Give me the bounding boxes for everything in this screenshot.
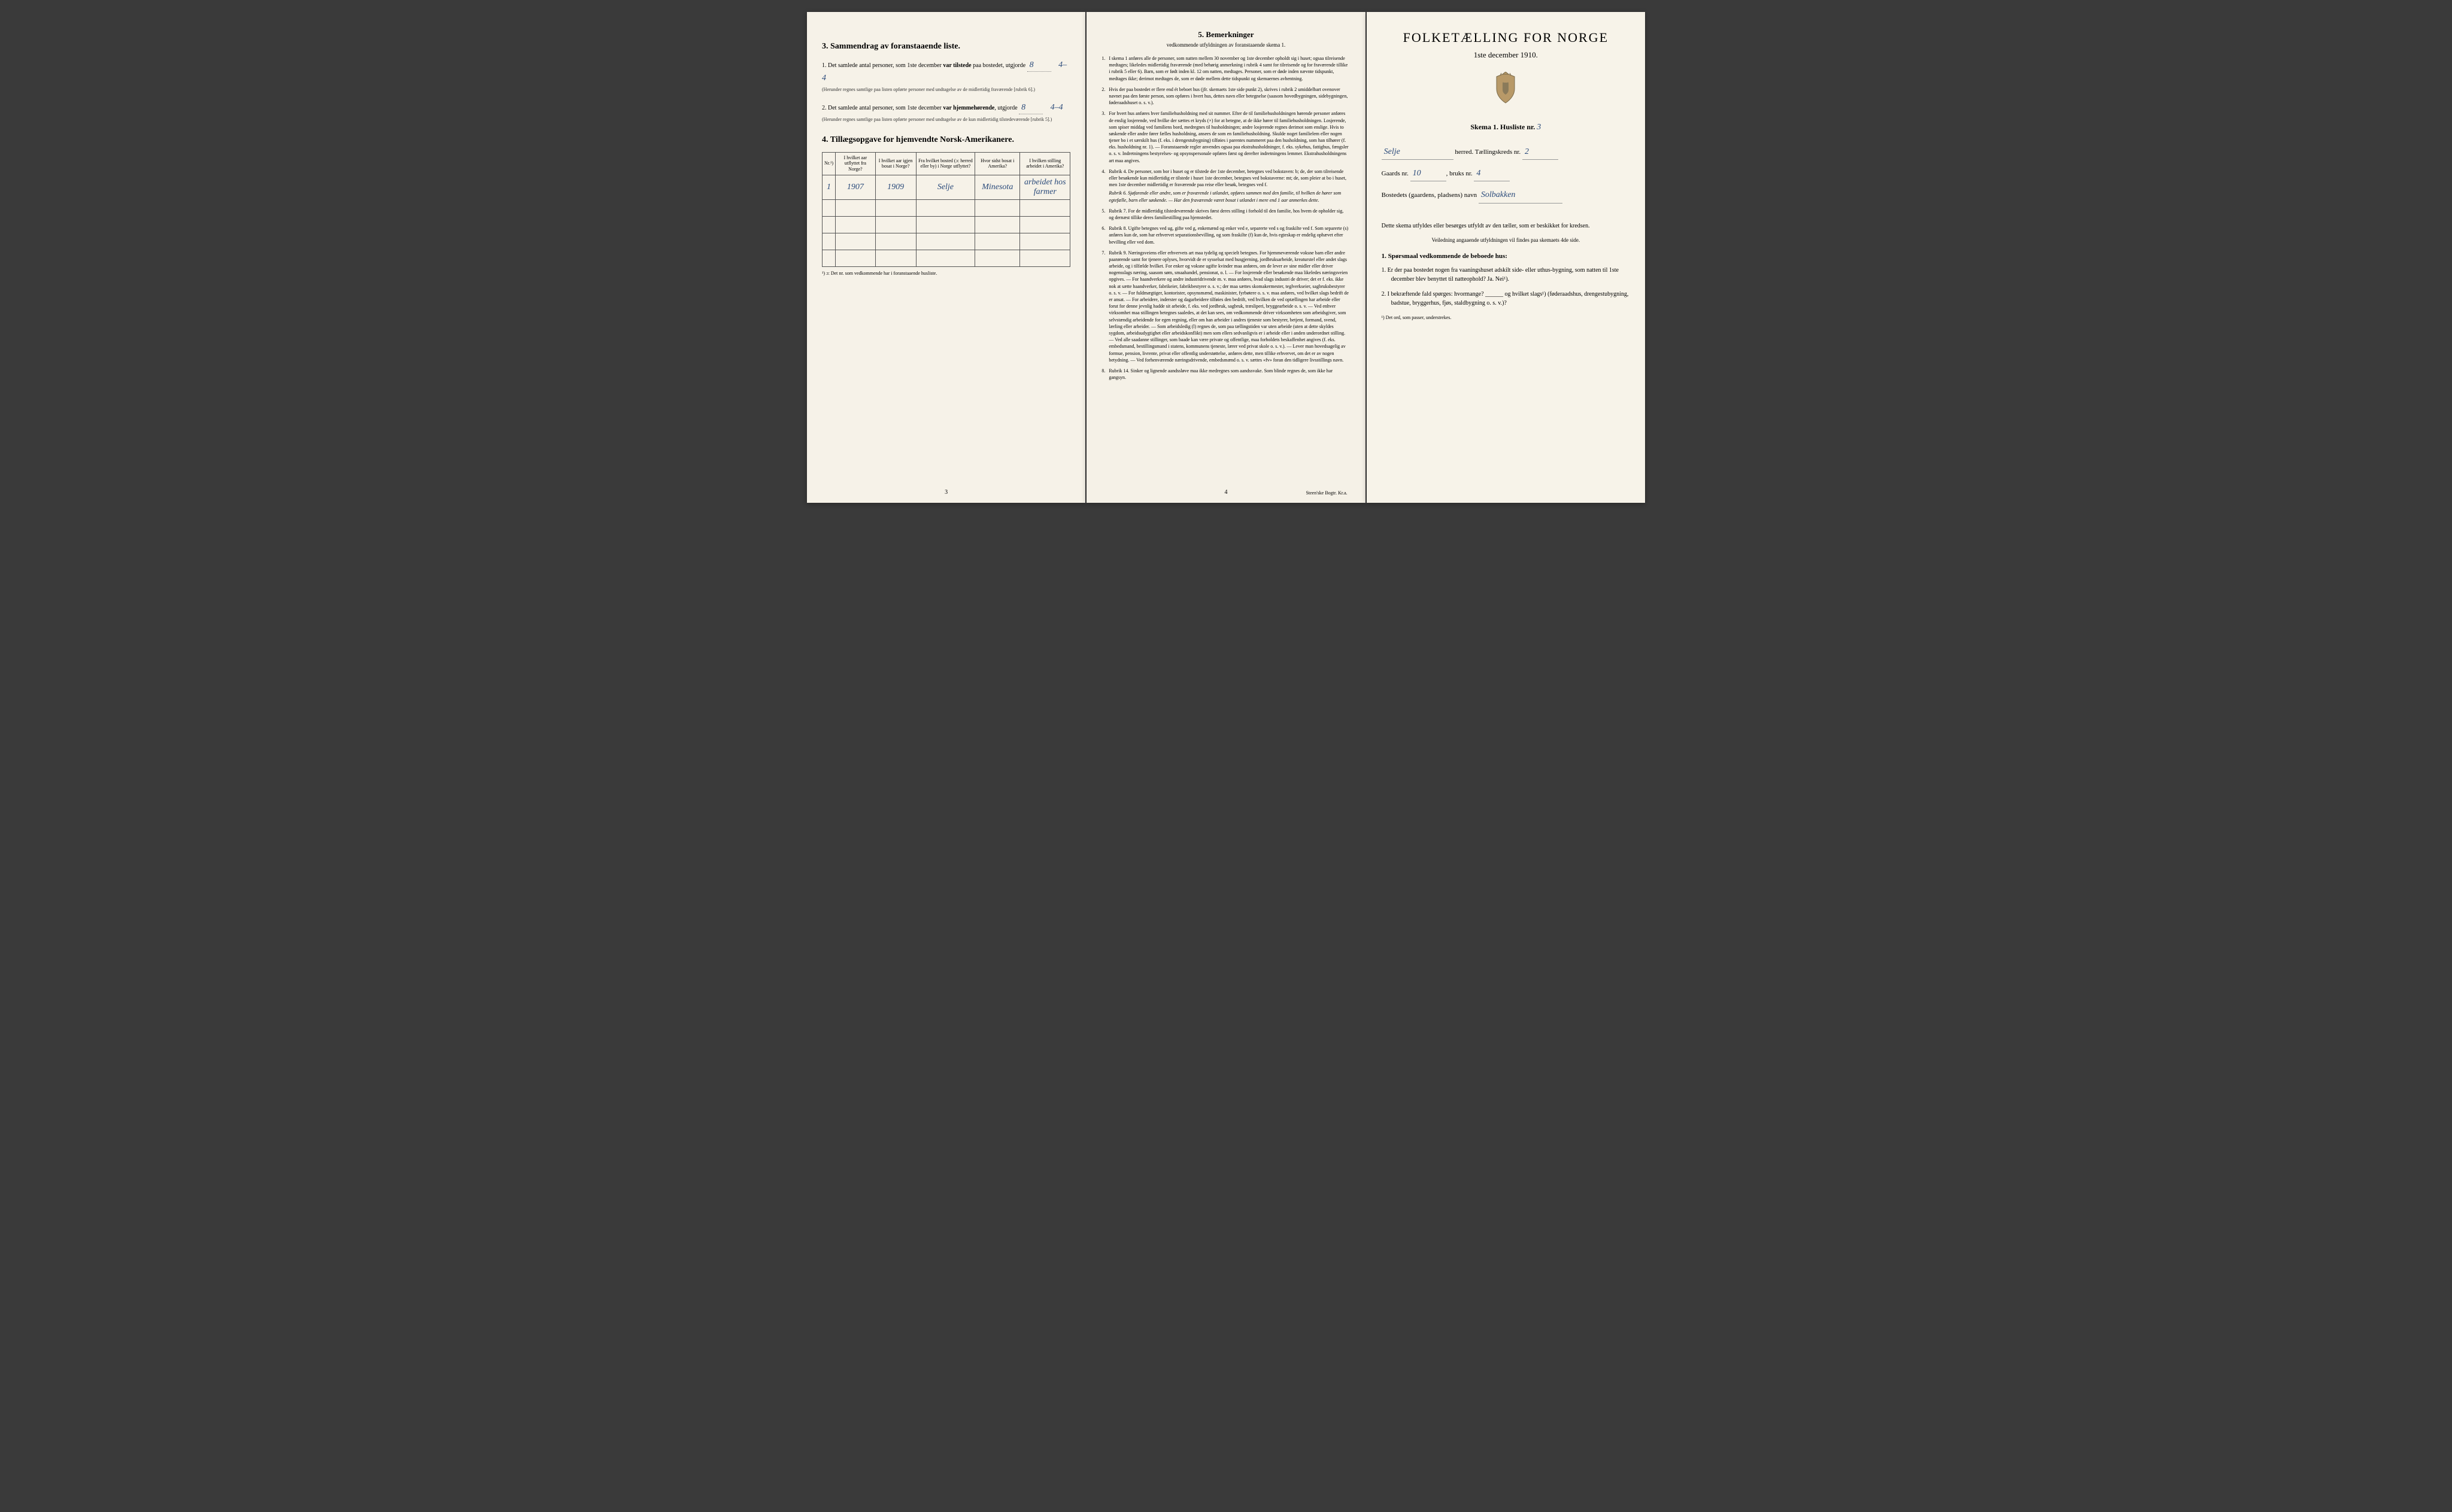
remark-6: 6.Rubrik 8. Ugifte betegnes ved ug, gift… [1101, 225, 1350, 245]
kreds-value: 2 [1522, 144, 1558, 160]
remark-2: 2.Hvis der paa bostedet er flere end ét … [1101, 86, 1350, 107]
page-number: 4 [1224, 489, 1227, 496]
cell-from: Selje [916, 175, 975, 199]
page-left: 3. Sammendrag av foranstaaende liste. 1.… [807, 12, 1085, 503]
table-row [823, 250, 1070, 266]
col-position: I hvilken stilling arbeidet i Amerika? [1020, 152, 1070, 175]
cell-year-out: 1907 [836, 175, 876, 199]
page-center: 5. Bemerkninger vedkommende utfyldningen… [1087, 12, 1365, 503]
remark-3: 3.For hvert hus anføres hver familiehush… [1101, 110, 1350, 164]
printer-mark: Steen'ske Bogtr. Kr.a. [1306, 490, 1347, 496]
section3-heading: 3. Sammendrag av foranstaaende liste. [822, 42, 1070, 51]
remark-1: 1.I skema 1 anføres alle de personer, so… [1101, 55, 1350, 82]
section3-item2: 2. Det samlede antal personer, som 1ste … [822, 101, 1070, 123]
cell-nr: 1 [823, 175, 836, 199]
bruks-value: 4 [1474, 166, 1510, 181]
page-right: FOLKETÆLLING FOR NORGE 1ste december 191… [1367, 12, 1645, 503]
col-year-back: I hvilket aar igjen bosat i Norge? [875, 152, 916, 175]
item1-value: 8 [1027, 59, 1051, 72]
col-year-out: I hvilket aar utflyttet fra Norge? [836, 152, 876, 175]
section5-heading: 5. Bemerkninger [1101, 30, 1350, 40]
gaards-value: 10 [1410, 166, 1446, 181]
question-1: 1. Er der paa bostedet nogen fra vaaning… [1382, 266, 1630, 284]
coat-of-arms-icon [1382, 72, 1630, 111]
cell-where: Minesota [975, 175, 1020, 199]
col-from: Fra hvilket bosted (ɔ: herred eller by) … [916, 152, 975, 175]
remark-5: 5.Rubrik 7. For de midlertidig tilstedev… [1101, 208, 1350, 221]
bosted-value: Solbakken [1479, 187, 1562, 203]
emigrant-table: Nr.¹) I hvilket aar utflyttet fra Norge?… [822, 152, 1070, 267]
item2-extra: 4–4 [1051, 103, 1063, 112]
herred-line: Selje herred. Tællingskreds nr. 2 [1382, 144, 1630, 160]
remark-7: 7.Rubrik 9. Næringsveiens eller erhverve… [1101, 250, 1350, 363]
section5-subheading: vedkommende utfyldningen av foranstaaend… [1101, 42, 1350, 48]
section4-heading: 4. Tillægsopgave for hjemvendte Norsk-Am… [822, 135, 1070, 145]
question-2: 2. I bekræftende fald spørges: hvormange… [1382, 290, 1630, 308]
remark-4: 4.Rubrik 4. De personer, som bor i huset… [1101, 168, 1350, 204]
right-footnote: ¹) Det ord, som passer, understrekes. [1382, 315, 1630, 320]
instruction: Dette skema utfyldes eller besørges utfy… [1382, 221, 1630, 231]
document-container: 3. Sammendrag av foranstaaende liste. 1.… [807, 12, 1645, 503]
col-where-america: Hvor sidst bosat i Amerika? [975, 152, 1020, 175]
table-header-row: Nr.¹) I hvilket aar utflyttet fra Norge?… [823, 152, 1070, 175]
page-number: 3 [945, 489, 948, 496]
bosted-line: Bostedets (gaardens, pladsens) navn Solb… [1382, 187, 1630, 203]
section3-item1: 1. Det samlede antal personer, som 1ste … [822, 59, 1070, 93]
sub-instruction: Veiledning angaaende utfyldningen vil fi… [1382, 237, 1630, 243]
skema-line: Skema 1. Husliste nr. 3 [1382, 123, 1630, 132]
table-row: 1 1907 1909 Selje Minesota arbeidet hos … [823, 175, 1070, 199]
rubrik6-note: Rubrik 6. Sjøfarende eller andre, som er… [1109, 190, 1350, 203]
husliste-nr: 3 [1537, 123, 1541, 132]
form-section: Selje herred. Tællingskreds nr. 2 Gaards… [1382, 144, 1630, 204]
item2-note: (Herunder regnes samtlige paa listen opf… [822, 117, 1070, 123]
table-row [823, 216, 1070, 233]
table-row [823, 199, 1070, 216]
question-heading: 1. Spørsmaal vedkommende de beboede hus: [1382, 253, 1630, 260]
remarks-list: 1.I skema 1 anføres alle de personer, so… [1101, 55, 1350, 381]
remark-8: 8.Rubrik 14. Sinker og lignende aandsslø… [1101, 368, 1350, 381]
gaards-line: Gaards nr. 10, bruks nr. 4 [1382, 166, 1630, 181]
cell-position: arbeidet hos farmer [1020, 175, 1070, 199]
table-footnote: ¹) ɔ: Det nr. som vedkommende har i fora… [822, 271, 1070, 276]
main-subtitle: 1ste december 1910. [1382, 50, 1630, 60]
herred-value: Selje [1382, 144, 1453, 160]
main-title: FOLKETÆLLING FOR NORGE [1382, 30, 1630, 45]
item2-value: 8 [1019, 101, 1043, 114]
col-nr: Nr.¹) [823, 152, 836, 175]
item1-note: (Herunder regnes samtlige paa listen opf… [822, 87, 1070, 93]
table-row [823, 233, 1070, 250]
cell-year-back: 1909 [875, 175, 916, 199]
